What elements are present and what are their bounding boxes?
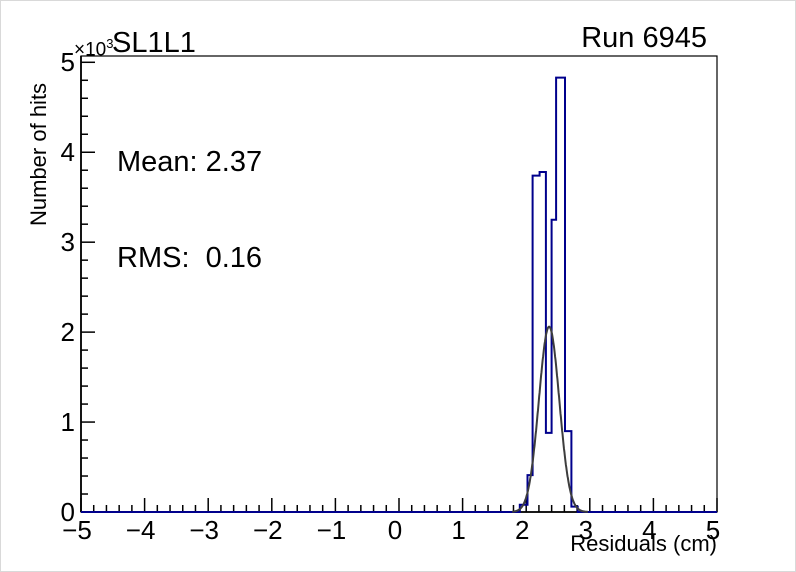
x-tick-label: 5 <box>705 515 721 545</box>
stats-rms: RMS: 0.16 <box>117 242 263 274</box>
y-tick-label: 0 <box>60 497 75 527</box>
x-tick-label: 2 <box>514 515 530 545</box>
x-tick-label: −4 <box>125 515 156 545</box>
x-tick-label: −5 <box>62 515 92 545</box>
x-tick-label: 3 <box>578 515 594 545</box>
y-tick-label: 5 <box>60 47 75 78</box>
y-tick-label: 3 <box>60 227 75 258</box>
x-axis-title: Residuals (cm) <box>570 531 717 556</box>
y-axis-multiplier: ×103 <box>74 36 114 61</box>
y-tick-label: 4 <box>60 137 75 168</box>
y-axis-multiplier-base: ×10 <box>74 39 107 61</box>
x-tick-label: 1 <box>451 515 466 545</box>
x-tick-label: −3 <box>189 515 220 545</box>
y-axis-multiplier-exponent: 3 <box>106 36 114 51</box>
x-tick-label: −1 <box>316 515 347 545</box>
stats-mean: Mean: 2.37 <box>117 146 263 178</box>
histogram-title: SL1L1 <box>112 27 196 59</box>
x-tick-label: 0 <box>387 515 403 545</box>
x-tick-label: −2 <box>252 515 283 545</box>
y-tick-label: 1 <box>60 407 75 438</box>
y-tick-label: 2 <box>60 317 75 348</box>
gaussian-fit-curve <box>512 325 588 513</box>
run-label: Run 6945 <box>581 22 707 54</box>
stats-text: Mean: 2.37 RMS: 0.16 <box>117 82 262 338</box>
x-tick-label: 4 <box>642 515 657 545</box>
